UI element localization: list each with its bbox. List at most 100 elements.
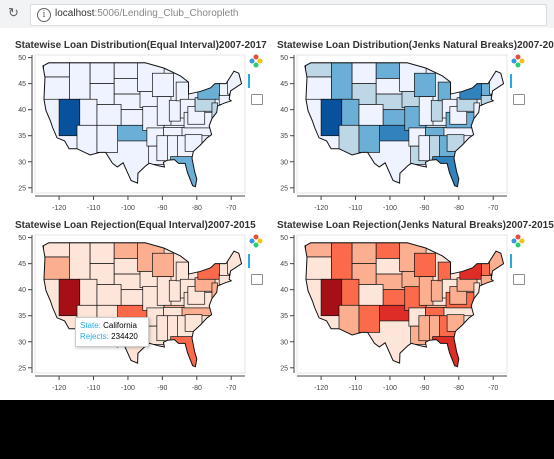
state-region[interactable] bbox=[96, 124, 118, 153]
state-region[interactable] bbox=[69, 62, 91, 100]
state-region[interactable] bbox=[358, 124, 380, 153]
reload-icon[interactable]: ↻ bbox=[8, 5, 19, 20]
state-region[interactable] bbox=[351, 62, 377, 84]
y-tick-label: 45 bbox=[280, 261, 288, 268]
state-region[interactable] bbox=[113, 78, 141, 95]
state-region[interactable] bbox=[96, 284, 122, 306]
x-tick-label: -110 bbox=[349, 385, 363, 392]
y-tick-label: 30 bbox=[280, 339, 288, 346]
state-region[interactable] bbox=[69, 242, 91, 280]
choropleth-map[interactable]: -120 -110 -100 -90 -80 -70 50 45 40 35 30 25 bbox=[15, 230, 273, 400]
active-tool-indicator bbox=[510, 74, 512, 88]
state-region[interactable] bbox=[113, 258, 141, 275]
state-region[interactable] bbox=[418, 315, 432, 342]
browser-address-bar: ↻ i localhost:5006/Lending_Club_Chorople… bbox=[0, 0, 554, 29]
y-tick-label: 50 bbox=[18, 235, 26, 242]
y-tick-label: 50 bbox=[18, 55, 26, 62]
y-tick-label: 45 bbox=[18, 81, 26, 88]
state-region[interactable] bbox=[358, 104, 384, 126]
url-text: localhost:5006/Lending_Club_Choropleth bbox=[55, 8, 239, 19]
black-bottom-band bbox=[0, 400, 554, 459]
state-region[interactable] bbox=[113, 62, 141, 79]
choropleth-plot-2[interactable]: -120 -110 -100 -90 -80 -70 50 45 40 35 30 25 Statewi… bbox=[277, 40, 554, 220]
y-tick-label: 25 bbox=[18, 365, 26, 372]
state-region[interactable] bbox=[175, 261, 189, 282]
state-region[interactable] bbox=[414, 252, 436, 278]
y-tick-label: 30 bbox=[18, 159, 26, 166]
state-region[interactable] bbox=[331, 242, 353, 280]
state-region[interactable] bbox=[152, 72, 174, 98]
state-region[interactable] bbox=[43, 76, 70, 100]
choropleth-plot-3[interactable]: -120 -110 -100 -90 -80 -70 50 45 40 35 30 25 Statewi… bbox=[15, 220, 275, 400]
y-tick-label: 40 bbox=[18, 107, 26, 114]
y-tick-label: 35 bbox=[280, 313, 288, 320]
y-tick-label: 40 bbox=[280, 287, 288, 294]
y-tick-label: 25 bbox=[18, 185, 26, 192]
bokeh-logo-icon[interactable] bbox=[249, 54, 263, 68]
state-region[interactable] bbox=[418, 135, 432, 162]
choropleth-map[interactable]: -120 -110 -100 -90 -80 -70 50 45 40 35 30 25 bbox=[277, 230, 535, 400]
state-region[interactable] bbox=[79, 278, 98, 306]
state-region[interactable] bbox=[168, 99, 181, 122]
bokeh-logo-icon[interactable] bbox=[511, 234, 525, 248]
state-region[interactable] bbox=[341, 278, 360, 306]
choropleth-plot-1[interactable]: -120 -110 -100 -90 -80 -70 50 45 40 35 30 25 Statewi… bbox=[15, 40, 275, 220]
state-region[interactable] bbox=[437, 81, 451, 102]
state-region[interactable] bbox=[414, 72, 436, 98]
state-region[interactable] bbox=[305, 256, 332, 280]
state-region[interactable] bbox=[375, 78, 403, 95]
state-region[interactable] bbox=[305, 62, 332, 78]
hover-tool-icon[interactable] bbox=[513, 94, 525, 105]
x-tick-label: -80 bbox=[454, 205, 464, 212]
state-region[interactable] bbox=[341, 98, 360, 126]
state-region[interactable] bbox=[89, 62, 115, 84]
state-region[interactable] bbox=[305, 76, 332, 100]
plot-area: -120 -110 -100 -90 -80 -70 50 45 40 35 30 25 Statewi… bbox=[0, 28, 554, 400]
hover-tool-icon[interactable] bbox=[251, 94, 263, 105]
state-region[interactable] bbox=[96, 104, 122, 126]
hover-tool-icon[interactable] bbox=[513, 274, 525, 285]
hover-tool-icon[interactable] bbox=[251, 274, 263, 285]
state-region[interactable] bbox=[358, 284, 384, 306]
active-tool-indicator bbox=[510, 254, 512, 268]
state-region[interactable] bbox=[305, 242, 332, 258]
state-region[interactable] bbox=[89, 242, 115, 264]
state-region[interactable] bbox=[175, 81, 189, 102]
state-region[interactable] bbox=[358, 304, 380, 333]
choropleth-map[interactable]: -120 -110 -100 -90 -80 -70 50 45 40 35 30 25 bbox=[277, 50, 535, 220]
state-region[interactable] bbox=[43, 62, 70, 78]
state-region[interactable] bbox=[331, 62, 353, 100]
plot-toolbar bbox=[247, 234, 267, 294]
bokeh-logo-icon[interactable] bbox=[511, 54, 525, 68]
y-tick-label: 25 bbox=[280, 185, 288, 192]
y-tick-label: 30 bbox=[280, 159, 288, 166]
state-region[interactable] bbox=[430, 279, 443, 302]
state-region[interactable] bbox=[156, 315, 170, 342]
state-region[interactable] bbox=[430, 99, 443, 122]
url-field[interactable]: i localhost:5006/Lending_Club_Choropleth bbox=[30, 4, 547, 26]
state-region[interactable] bbox=[437, 261, 451, 282]
state-region[interactable] bbox=[43, 256, 70, 280]
x-tick-label: -70 bbox=[226, 205, 236, 212]
choropleth-plot-4[interactable]: -120 -110 -100 -90 -80 -70 50 45 40 35 30 25 Statewi… bbox=[277, 220, 554, 400]
state-region[interactable] bbox=[351, 242, 377, 264]
plot-toolbar bbox=[247, 54, 267, 114]
state-region[interactable] bbox=[113, 242, 141, 259]
state-region[interactable] bbox=[156, 135, 170, 162]
state-region[interactable] bbox=[375, 258, 403, 275]
x-tick-label: -110 bbox=[87, 205, 101, 212]
info-icon[interactable]: i bbox=[37, 8, 51, 22]
bokeh-logo-icon[interactable] bbox=[249, 234, 263, 248]
y-tick-label: 35 bbox=[280, 133, 288, 140]
choropleth-map[interactable]: -120 -110 -100 -90 -80 -70 50 45 40 35 30 25 bbox=[15, 50, 273, 220]
us-border bbox=[304, 62, 505, 188]
state-region[interactable] bbox=[168, 279, 181, 302]
x-tick-label: -120 bbox=[52, 205, 66, 212]
state-region[interactable] bbox=[79, 98, 98, 126]
state-region[interactable] bbox=[375, 62, 403, 79]
plot-title: Statewise Loan Distribution(Equal Interv… bbox=[15, 40, 267, 51]
x-tick-label: -90 bbox=[419, 385, 429, 392]
state-region[interactable] bbox=[375, 242, 403, 259]
state-region[interactable] bbox=[43, 242, 70, 258]
state-region[interactable] bbox=[152, 252, 174, 278]
